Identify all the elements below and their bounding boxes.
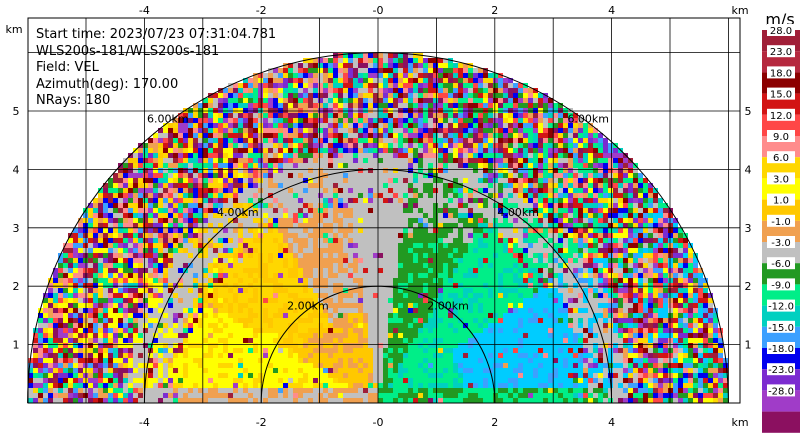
colorbar-label-box	[767, 257, 795, 270]
y-tick-label-right: 1	[745, 339, 752, 352]
x-tick-label-bottom: 2	[491, 416, 498, 429]
range-ring	[27, 52, 729, 404]
ring-label: 6.00km	[147, 113, 189, 126]
colorbar-label-box	[767, 193, 795, 206]
x-tick-label-bottom: -0	[373, 416, 384, 429]
ring-label: 4.00km	[497, 206, 539, 219]
colorbar-label-box	[767, 236, 795, 248]
ring-label: 6.00km	[567, 113, 609, 126]
colorbar-label-box	[767, 151, 795, 164]
plot-grid	[28, 18, 740, 403]
colorbar-label: -15.0	[768, 323, 794, 334]
y-tick-label-right: 5	[745, 105, 752, 118]
colorbar-label-box	[767, 363, 795, 376]
y-tick-label-left: 4	[13, 163, 20, 176]
colorbar-label: -18.0	[768, 344, 794, 355]
plot-axes: -4 -4 -2 -2 -0 -0 2 2 4 4 1 1 2 2 3 3 4 4 5 5 km km km	[5, 4, 751, 429]
ring-label: 2.00km	[427, 300, 469, 313]
axis-unit-label: km	[731, 416, 748, 429]
colorbar-label: -9.0	[771, 280, 791, 291]
colorbar-label-box	[767, 130, 795, 142]
plot-frame	[27, 17, 741, 404]
colorbar-label-box	[767, 45, 795, 58]
colorbar-label-box	[767, 172, 795, 185]
colorbar-label: 3.0	[773, 174, 789, 185]
x-tick-label-top: -0	[373, 4, 384, 17]
colorbar-label: -23.0	[768, 365, 794, 376]
azimuth-text: Azimuth(deg): 170.00	[36, 77, 179, 92]
colorbar: m/s28.023.018.015.012.09.06.03.01.0-1.0-…	[762, 10, 800, 433]
ring-label: 2.00km	[287, 300, 329, 313]
y-tick-label-left: 1	[13, 339, 20, 352]
colorbar-label: -1.0	[771, 217, 791, 228]
colorbar-label: 18.0	[770, 68, 792, 79]
colorbar-label-box	[767, 320, 795, 333]
field-text: Field: VEL	[36, 60, 99, 75]
instrument-text: WLS200s-181/WLS200s-181	[36, 44, 220, 59]
range-ring	[260, 285, 496, 404]
y-tick-label-right: 3	[745, 222, 752, 235]
colorbar-label-box	[767, 342, 795, 354]
colorbar-label: 6.0	[773, 153, 789, 164]
colorbar-label-box	[767, 214, 795, 227]
colorbar-label: -28.0	[768, 386, 794, 397]
x-tick-label-bottom: -4	[139, 416, 150, 429]
colorbar-label: 23.0	[770, 47, 792, 58]
colorbar-label: -12.0	[768, 302, 794, 313]
x-tick-label-top: -4	[139, 4, 150, 17]
colorbar-label: 15.0	[770, 90, 792, 101]
colorbar-label-box	[767, 108, 795, 121]
ring-label: 4.00km	[217, 206, 259, 219]
y-tick-label-right: 2	[745, 280, 752, 293]
range-ring	[143, 168, 613, 404]
axis-unit-label: km	[5, 23, 22, 36]
y-tick-label-right: 4	[745, 163, 752, 176]
x-tick-label-bottom: 4	[608, 416, 615, 429]
range-rings: 2.00km 2.00km 4.00km 4.00km 6.00km 6.00km	[27, 52, 729, 404]
axis-unit-label: km	[731, 4, 748, 17]
x-tick-label-bottom: -2	[256, 416, 267, 429]
colorbar-label-box	[767, 24, 795, 36]
colorbar-label-box	[767, 278, 795, 291]
colorbar-label: 28.0	[770, 26, 792, 37]
colorbar-label-box	[767, 66, 795, 79]
colorbar-label: -6.0	[771, 259, 791, 270]
x-tick-label-top: 2	[491, 4, 498, 17]
y-tick-label-left: 3	[13, 222, 20, 235]
colorbar-label-box	[767, 87, 795, 100]
nrays-text: NRays: 180	[36, 93, 111, 108]
y-tick-label-left: 5	[13, 105, 20, 118]
colorbar-swatch	[762, 411, 800, 433]
colorbar-label: 9.0	[773, 132, 789, 143]
start-time-text: Start time: 2023/07/23 07:31:04.781	[36, 27, 277, 42]
x-tick-label-top: 4	[608, 4, 615, 17]
colorbar-label: 12.0	[770, 111, 792, 122]
colorbar-label-box	[767, 299, 795, 312]
y-tick-label-left: 2	[13, 280, 20, 293]
colorbar-label-box	[767, 384, 795, 397]
colorbar-label: 1.0	[773, 196, 789, 207]
x-tick-label-top: -2	[256, 4, 267, 17]
colorbar-label: -3.0	[771, 238, 791, 249]
